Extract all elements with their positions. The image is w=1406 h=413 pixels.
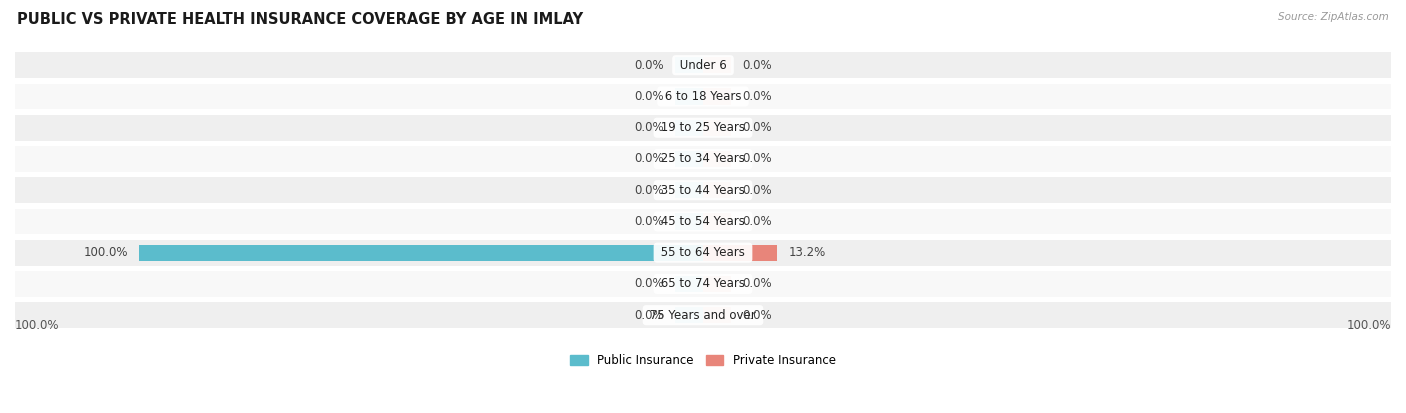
- Text: 75 Years and over: 75 Years and over: [647, 309, 759, 322]
- Text: 0.0%: 0.0%: [634, 309, 664, 322]
- Text: 100.0%: 100.0%: [1347, 319, 1391, 332]
- Bar: [703, 276, 731, 292]
- Text: 0.0%: 0.0%: [742, 309, 772, 322]
- Bar: [703, 57, 731, 74]
- Text: 0.0%: 0.0%: [742, 152, 772, 166]
- Text: 100.0%: 100.0%: [15, 319, 59, 332]
- Text: 35 to 44 Years: 35 to 44 Years: [657, 184, 749, 197]
- Bar: [703, 214, 731, 230]
- Text: 0.0%: 0.0%: [634, 90, 664, 103]
- Legend: Public Insurance, Private Insurance: Public Insurance, Private Insurance: [565, 349, 841, 372]
- Bar: [675, 214, 703, 230]
- Text: 55 to 64 Years: 55 to 64 Years: [657, 246, 749, 259]
- Bar: [15, 302, 1391, 328]
- Bar: [15, 115, 1391, 140]
- Text: 6 to 18 Years: 6 to 18 Years: [661, 90, 745, 103]
- Bar: [15, 178, 1391, 203]
- Bar: [15, 240, 1391, 266]
- Text: 0.0%: 0.0%: [634, 59, 664, 72]
- Text: 0.0%: 0.0%: [742, 90, 772, 103]
- Bar: [675, 182, 703, 198]
- Text: PUBLIC VS PRIVATE HEALTH INSURANCE COVERAGE BY AGE IN IMLAY: PUBLIC VS PRIVATE HEALTH INSURANCE COVER…: [17, 12, 583, 27]
- Bar: [15, 52, 1391, 78]
- Text: 0.0%: 0.0%: [742, 215, 772, 228]
- Text: 0.0%: 0.0%: [742, 184, 772, 197]
- Text: 25 to 34 Years: 25 to 34 Years: [657, 152, 749, 166]
- Text: 19 to 25 Years: 19 to 25 Years: [657, 121, 749, 134]
- Bar: [675, 276, 703, 292]
- Text: Under 6: Under 6: [676, 59, 730, 72]
- Text: 0.0%: 0.0%: [634, 184, 664, 197]
- Bar: [15, 209, 1391, 234]
- Bar: [15, 271, 1391, 297]
- Text: 0.0%: 0.0%: [742, 121, 772, 134]
- Bar: [703, 307, 731, 323]
- Bar: [675, 307, 703, 323]
- Bar: [703, 151, 731, 167]
- Bar: [675, 57, 703, 74]
- Text: 0.0%: 0.0%: [634, 152, 664, 166]
- Text: 0.0%: 0.0%: [634, 215, 664, 228]
- Text: 100.0%: 100.0%: [83, 246, 128, 259]
- Bar: [675, 88, 703, 104]
- Text: 65 to 74 Years: 65 to 74 Years: [657, 278, 749, 290]
- Bar: [703, 244, 778, 261]
- Bar: [675, 120, 703, 136]
- Bar: [703, 120, 731, 136]
- Text: 13.2%: 13.2%: [789, 246, 825, 259]
- Text: 0.0%: 0.0%: [634, 278, 664, 290]
- Bar: [703, 182, 731, 198]
- Bar: [15, 84, 1391, 109]
- Text: 0.0%: 0.0%: [742, 59, 772, 72]
- Text: 0.0%: 0.0%: [634, 121, 664, 134]
- Bar: [15, 146, 1391, 172]
- Text: 45 to 54 Years: 45 to 54 Years: [657, 215, 749, 228]
- Bar: [675, 151, 703, 167]
- Bar: [703, 88, 731, 104]
- Text: Source: ZipAtlas.com: Source: ZipAtlas.com: [1278, 12, 1389, 22]
- Text: 0.0%: 0.0%: [742, 278, 772, 290]
- Bar: [139, 244, 703, 261]
